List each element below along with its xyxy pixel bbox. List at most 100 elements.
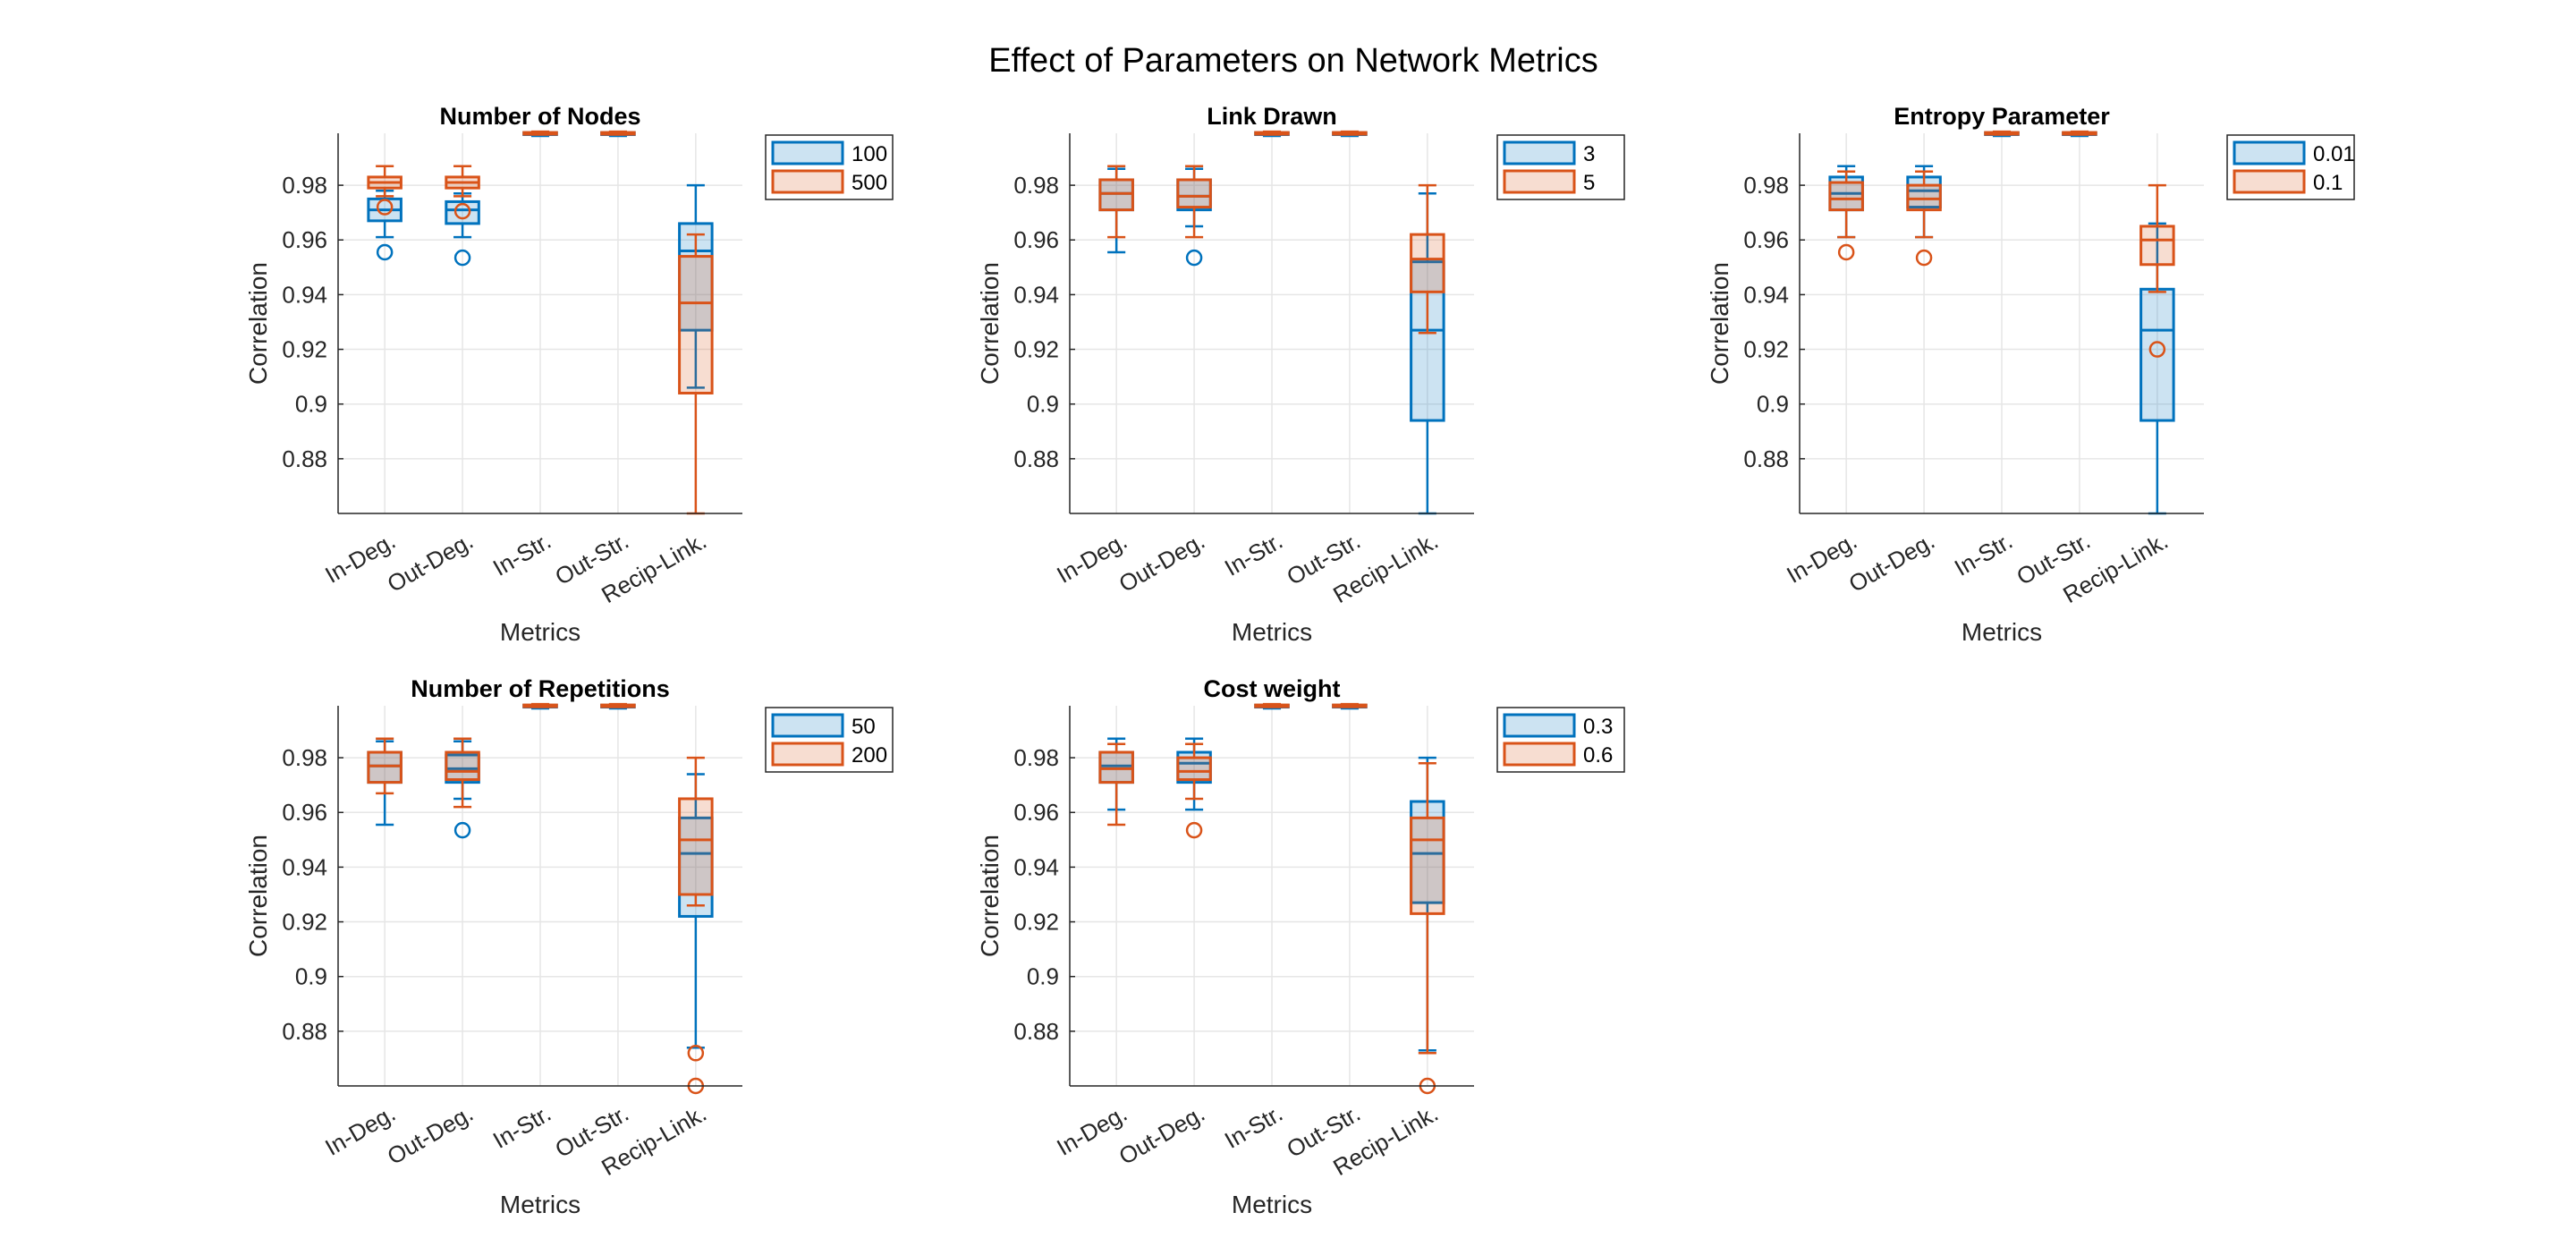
outlier-point-1	[1915, 249, 1933, 267]
chart-1-ytick-label-0: 0.88	[282, 445, 327, 472]
chart-2-legend-label-1: 3	[1583, 142, 1595, 166]
iqr-box	[1176, 756, 1212, 782]
chart-4-s2-box-3	[522, 702, 558, 708]
chart-1-s2-box-4	[600, 130, 636, 136]
chart-2-ytick-label-5: 0.98	[1013, 172, 1059, 199]
chart-2-y-axis-title: Correlation	[976, 262, 1004, 385]
chart-3-grid	[1800, 133, 2204, 513]
chart-3-xtick-label-1: Out-Deg.	[1844, 527, 1939, 598]
chart-3-y-axis-title: Correlation	[1706, 262, 1733, 385]
chart-5-ytick-label-1: 0.9	[1027, 963, 1059, 990]
iqr-box	[1410, 816, 1445, 915]
iqr-box	[2140, 287, 2175, 422]
chart-4-xtick-label-2: In-Str.	[488, 1099, 555, 1154]
chart-5-legend: 0.30.6	[1496, 707, 1625, 773]
chart-2-s2-box-4	[1332, 130, 1368, 136]
chart-1-ytick-label-2: 0.92	[282, 336, 327, 363]
chart-4-xtick-label-1: Out-Deg.	[383, 1099, 478, 1170]
chart-3-s2-box-5	[2140, 183, 2175, 358]
chart-4-y-axis-title: Correlation	[244, 835, 272, 957]
chart-2-xtick-label-2: In-Str.	[1220, 527, 1287, 581]
chart-4-title: Number of Repetitions	[411, 675, 670, 702]
chart-1-legend-frame	[765, 134, 894, 200]
chart-5-ytick-label-2: 0.92	[1013, 909, 1059, 936]
chart-5-s2-box-3	[1254, 702, 1290, 708]
chart-4-s2-box-5	[678, 756, 714, 1095]
chart-3-ytick-label-0: 0.88	[1743, 445, 1789, 472]
chart-4-legend-label-2: 200	[852, 743, 887, 767]
chart-3-ytick-label-5: 0.98	[1743, 172, 1789, 199]
chart-2-ytick-label-3: 0.94	[1013, 281, 1059, 308]
chart-1-s2-box-5	[678, 233, 714, 515]
chart-5-legend-swatch-1	[1503, 713, 1576, 738]
chart-2-s2-box-5	[1410, 183, 1445, 335]
chart-4-s2-box-1	[367, 737, 402, 795]
chart-5-s2-box-2	[1176, 742, 1212, 839]
chart-1-ytick-label-5: 0.98	[282, 172, 327, 199]
iqr-box	[1410, 233, 1445, 293]
chart-2-s2-box-1	[1098, 165, 1134, 239]
chart-2-series-2	[1098, 130, 1445, 335]
iqr-box	[367, 750, 402, 784]
chart-4-legend-label-1: 50	[852, 715, 876, 739]
iqr-box	[1410, 260, 1445, 422]
chart-3-legend-frame	[2226, 134, 2355, 200]
chart-1-legend-swatch-2	[771, 169, 844, 194]
chart-5-s2-box-1	[1098, 742, 1134, 827]
chart-5-ytick-label-3: 0.94	[1013, 853, 1059, 880]
chart-3-legend-label-1: 0.01	[2313, 142, 2355, 166]
chart-5-y-axis-title: Correlation	[976, 835, 1004, 957]
chart-2-legend-label-2: 5	[1583, 171, 1595, 195]
chart-3-legend-swatch-1	[2233, 140, 2306, 165]
chart-4-ytick-label-5: 0.98	[282, 744, 327, 771]
chart-3-s2-box-1	[1828, 170, 1864, 261]
outlier-point-1	[453, 202, 471, 220]
iqr-box	[445, 750, 480, 782]
chart-4-series-2	[367, 702, 714, 1095]
outlier-point-1	[376, 199, 394, 216]
outlier-point-1	[453, 821, 471, 839]
chart-5-s2-box-5	[1410, 761, 1445, 1095]
chart-1-title: Number of Nodes	[439, 103, 640, 130]
chart-2-ytick-label-4: 0.96	[1013, 226, 1059, 253]
chart-3-ytick-label-4: 0.96	[1743, 226, 1789, 253]
iqr-box	[1906, 183, 1942, 212]
chart-1-ytick-label-3: 0.94	[282, 281, 327, 308]
outlier-point-1	[1837, 243, 1855, 261]
chart-2-grid	[1070, 133, 1474, 513]
chart-4-grid	[338, 706, 742, 1086]
outlier-point-1	[376, 243, 394, 261]
chart-3-s2-box-3	[1984, 130, 2020, 136]
chart-5-ytick-label-5: 0.98	[1013, 744, 1059, 771]
chart-3-ytick-label-1: 0.9	[1757, 391, 1789, 418]
chart-2-legend-swatch-2	[1503, 169, 1576, 194]
chart-5-title: Cost weight	[1204, 675, 1341, 702]
chart-5-s2-box-4	[1332, 702, 1368, 708]
figure-title: Effect of Parameters on Network Metrics	[988, 42, 1597, 80]
chart-4-legend-frame	[765, 707, 894, 773]
outlier-point-1	[1185, 821, 1203, 839]
chart-3-x-axis-title: Metrics	[1962, 618, 2042, 646]
iqr-box	[678, 797, 714, 896]
chart-1-legend-swatch-1	[771, 140, 844, 165]
chart-4-ytick-label-1: 0.9	[295, 963, 327, 990]
iqr-box	[1176, 178, 1212, 209]
iqr-box	[678, 255, 714, 394]
iqr-box	[2140, 225, 2175, 267]
chart-3-legend-label-2: 0.1	[2313, 171, 2343, 195]
chart-1-s2-box-2	[445, 165, 480, 220]
chart-3-ytick-label-2: 0.92	[1743, 336, 1789, 363]
chart-4-ytick-label-3: 0.94	[282, 853, 327, 880]
chart-1-xtick-label-2: In-Str.	[488, 527, 555, 581]
iqr-box	[1098, 750, 1134, 784]
chart-2-ytick-label-0: 0.88	[1013, 445, 1059, 472]
chart-2-s2-box-2	[1176, 165, 1212, 239]
chart-5-xtick-label-1: Out-Deg.	[1114, 1099, 1209, 1170]
chart-5-legend-frame	[1496, 707, 1625, 773]
